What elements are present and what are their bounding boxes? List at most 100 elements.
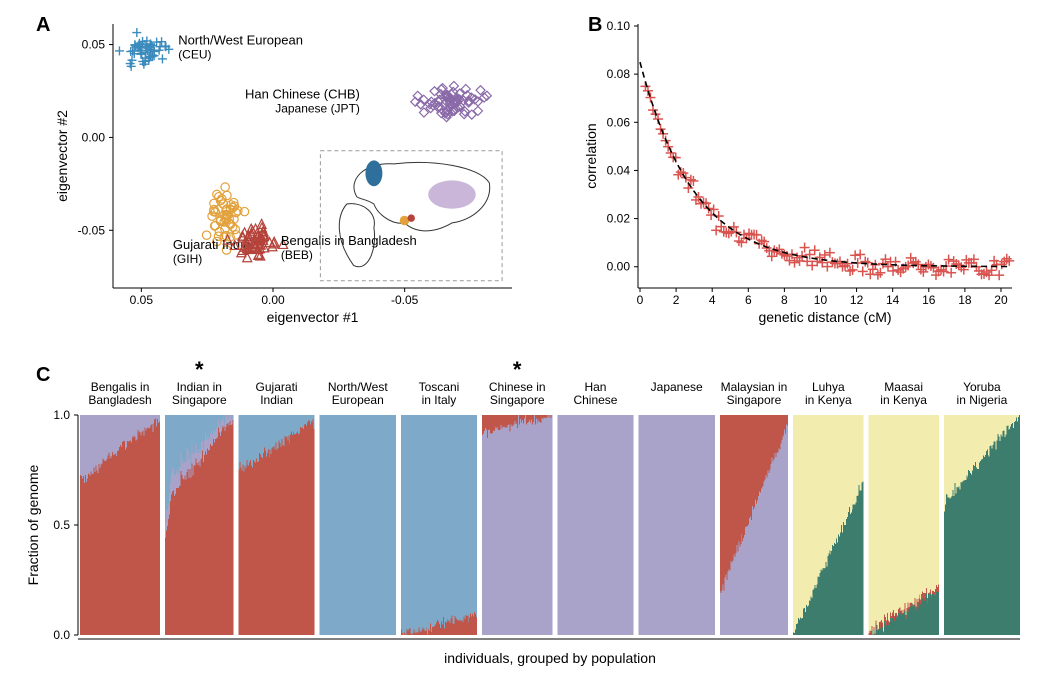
- structure-bar: [335, 415, 336, 635]
- structure-bar: [124, 415, 125, 441]
- structure-bar: [459, 620, 460, 635]
- structure-bar: [189, 415, 190, 459]
- structure-bar: [684, 415, 685, 635]
- structure-bar: [916, 599, 917, 606]
- structure-bar: [153, 415, 154, 423]
- structure-bar: [413, 633, 414, 635]
- structure-bar: [217, 427, 218, 438]
- structure-bar: [655, 415, 656, 635]
- structure-bar: [549, 415, 550, 635]
- structure-bar: [260, 454, 261, 635]
- structure-bar: [890, 415, 891, 612]
- structure-bar: [102, 415, 103, 458]
- structure-bar: [112, 415, 113, 452]
- structure-bar: [423, 629, 424, 635]
- structure-bar: [704, 415, 705, 635]
- structure-bar: [350, 415, 351, 635]
- structure-bar: [831, 551, 832, 635]
- structure-bar: [596, 415, 597, 635]
- structure-bar: [110, 456, 111, 635]
- structure-bar: [863, 482, 864, 635]
- structure-bar: [421, 630, 422, 635]
- structure-bar: [198, 449, 199, 461]
- structure-bar: [598, 415, 599, 635]
- structure-bar: [307, 415, 308, 422]
- structure-bar: [667, 415, 668, 635]
- panel-b-xtick: 8: [781, 293, 788, 307]
- structure-bar: [513, 415, 514, 425]
- structure-bar: [770, 415, 771, 469]
- structure-bar: [735, 415, 736, 553]
- structure-bar: [803, 415, 804, 608]
- structure-bar: [533, 415, 534, 422]
- structure-bar: [489, 430, 490, 635]
- structure-bar: [209, 415, 210, 441]
- structure-bar: [136, 415, 137, 441]
- structure-bar: [190, 453, 191, 469]
- structure-bar: [273, 415, 274, 447]
- structure-bar: [862, 482, 863, 635]
- structure-bar: [178, 488, 179, 635]
- structure-bar: [772, 415, 773, 458]
- structure-bar: [755, 499, 756, 635]
- structure-bar: [436, 415, 437, 622]
- structure-bar: [181, 471, 182, 635]
- structure-bar: [727, 580, 728, 635]
- structure-bar: [992, 448, 993, 635]
- structure-bar: [951, 415, 952, 497]
- structure-bar: [538, 415, 539, 420]
- structure-bar: [795, 629, 796, 635]
- structure-bar: [437, 620, 438, 635]
- structure-bar: [88, 473, 89, 635]
- structure-bar: [373, 415, 374, 635]
- structure-bar: [752, 415, 753, 506]
- structure-bar: [136, 441, 137, 635]
- structure-bar: [184, 480, 185, 635]
- structure-bar: [709, 415, 710, 635]
- structure-bar: [691, 415, 692, 635]
- structure-bar: [261, 415, 262, 457]
- structure-bar: [223, 415, 224, 418]
- structure-bar: [260, 415, 261, 454]
- structure-bar: [153, 423, 154, 635]
- structure-bar: [240, 415, 241, 468]
- structure-bar: [793, 415, 794, 633]
- structure-bar: [545, 415, 546, 418]
- structure-bar: [500, 430, 501, 635]
- structure-bar: [609, 415, 610, 635]
- structure-bar: [446, 415, 447, 622]
- structure-bar: [994, 415, 995, 441]
- structure-bar: [900, 611, 901, 635]
- structure-bar: [300, 427, 301, 635]
- structure-bar: [523, 424, 524, 635]
- structure-bar: [537, 415, 538, 424]
- structure-bar: [578, 415, 579, 635]
- structure-bar: [944, 511, 945, 635]
- structure-bar: [914, 415, 915, 598]
- structure-bar: [127, 441, 128, 635]
- structure-bar: [826, 415, 827, 566]
- structure-bar: [926, 593, 927, 635]
- structure-bar: [466, 616, 467, 635]
- structure-bar: [276, 443, 277, 635]
- structure-bar: [198, 415, 199, 449]
- structure-bar: [965, 480, 966, 635]
- structure-bar: [197, 465, 198, 635]
- structure-bar: [476, 617, 477, 635]
- structure-bar: [203, 462, 204, 635]
- structure-bar: [897, 415, 898, 616]
- structure-bar: [1015, 421, 1016, 635]
- structure-bar: [829, 415, 830, 550]
- structure-bar: [528, 415, 529, 422]
- structure-bar: [388, 415, 389, 635]
- structure-bar: [529, 420, 530, 635]
- structure-bar: [886, 621, 887, 626]
- structure-bar: [305, 424, 306, 635]
- structure-bar: [267, 453, 268, 635]
- structure-bar: [117, 451, 118, 635]
- structure-bar: [836, 539, 837, 635]
- structure-bar: [501, 415, 502, 425]
- structure-bar: [292, 415, 293, 435]
- structure-bar: [143, 415, 144, 431]
- structure-bar: [835, 415, 836, 544]
